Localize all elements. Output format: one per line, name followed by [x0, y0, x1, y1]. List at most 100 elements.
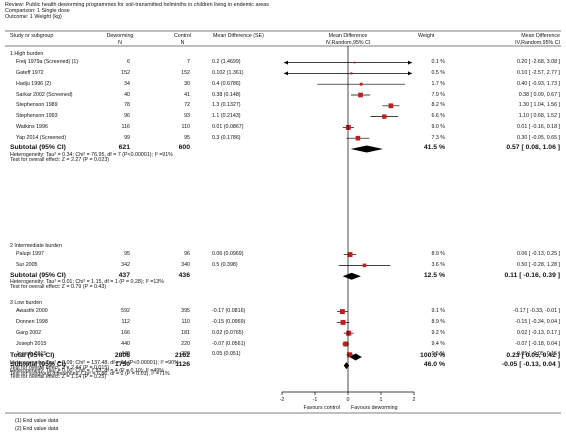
study-weight: 9.2 % — [431, 329, 445, 336]
md-se: 0.5 (0.398) — [212, 261, 238, 268]
study-weight: 3.6 % — [431, 261, 445, 268]
study-marker — [358, 92, 363, 98]
heterogeneity-text: Heterogeneity: Tau² = 0.01; Chi² = 1.15,… — [10, 278, 164, 285]
study-weight: 0.5 % — [431, 69, 445, 76]
study-marker — [355, 135, 361, 141]
study-marker — [347, 252, 353, 258]
total-label: Total (95% CI) — [10, 352, 55, 360]
deworming-n: 342 — [121, 261, 130, 268]
control-n: 340 — [181, 261, 190, 268]
x-tick-label: -1 — [313, 397, 318, 403]
ci-arrow-right — [408, 60, 412, 65]
deworming-n: 96 — [124, 113, 130, 120]
control-n: 93 — [184, 113, 190, 120]
deworming-n: 78 — [124, 102, 130, 109]
deworming-n: 99 — [124, 134, 130, 141]
study-weight: 7.9 % — [431, 91, 445, 98]
study-ci: 0.10 [ -2.57, 2.77 ] — [517, 69, 560, 76]
control-n: 96 — [184, 251, 190, 258]
study-marker — [340, 319, 346, 325]
deworming-n: 152 — [121, 69, 130, 76]
control-n: 220 — [181, 351, 190, 358]
total-ci: 0.23 [ 0.05, 0.42 ] — [506, 352, 560, 360]
subtotal-label: Subtotal (95% CI) — [10, 144, 66, 152]
study-name: Hadju 1996 (2) — [16, 80, 52, 87]
ci-arrow-right — [408, 71, 412, 76]
subgroup-differences-text: Test for subgroup differences: Chi² = 6.… — [10, 370, 170, 377]
study-name: Watkins 1996 — [16, 123, 48, 130]
deworming-n: 440 — [121, 340, 130, 347]
study-name: Joseph 2015 — [16, 351, 47, 358]
x-tick-label: 1 — [380, 397, 383, 403]
subtotal-label: Subtotal (95% CI) — [10, 271, 66, 279]
col-deworming-n: N — [118, 40, 122, 46]
overall-effect-text: Test for overall effect: Z = 1.14 (P = 0… — [10, 373, 107, 380]
md-se: -0.15 (0.0969) — [212, 318, 246, 325]
study-weight: 6.6 % — [431, 113, 445, 120]
footnote-2: (2) End value data — [15, 426, 59, 432]
study-ci: -0.07 [ -0.18, 0.04 ] — [515, 340, 560, 347]
study-name: Freij 1979a (Screened) (1) — [16, 59, 79, 66]
study-weight: 8.9 % — [431, 251, 445, 258]
study-marker — [350, 72, 353, 75]
study-marker — [346, 330, 352, 336]
total-heterogeneity-text: Heterogeneity: Tau² = 0.09; Chi² = 137.4… — [10, 359, 179, 366]
ci-arrow-left — [284, 71, 288, 76]
md-se: 1.1 (0.2143) — [212, 113, 241, 120]
md-se: -0.07 (0.0561) — [212, 340, 246, 347]
x-tick-label: 2 — [413, 397, 416, 403]
study-marker — [347, 352, 353, 358]
subtotal-diamond — [343, 362, 350, 370]
control-n: 72 — [184, 102, 190, 109]
study-weight: 8.2 % — [431, 102, 445, 109]
col-control-n: N — [180, 40, 185, 46]
control-n: 395 — [181, 308, 190, 315]
ci-arrow-left — [284, 60, 288, 65]
study-name: Sarkar 2002 (Screened) — [16, 91, 73, 98]
total-diamond — [349, 353, 362, 361]
total-control-n: 2162 — [174, 352, 190, 360]
col-study: Study or subgroup — [10, 33, 54, 39]
md-se: 0.02 (0.0765) — [212, 329, 244, 336]
study-name: Palupi 1997 — [16, 251, 44, 258]
subtotal-ci: -0.05 [ -0.13, 0.04 ] — [501, 361, 560, 368]
study-marker — [343, 341, 349, 347]
study-ci: -0.15 [ -0.34, 0.04 ] — [515, 318, 560, 325]
col-md-top: Mean Difference — [328, 33, 368, 39]
review-title: Review: Public health deworming programm… — [5, 2, 269, 8]
subtotal-deworming-n: 437 — [118, 271, 130, 279]
heterogeneity-text: Heterogeneity: Tau² = 0.00; Chi² = 7.83,… — [10, 368, 164, 375]
md-se: 0.38 (0.148) — [212, 91, 241, 98]
study-weight: 8.9 % — [431, 318, 445, 325]
study-ci: 0.38 [ 0.09, 0.67 ] — [518, 91, 560, 98]
col-weight: Weight — [418, 33, 435, 39]
deworming-n: 34 — [124, 80, 130, 87]
subtotal-control-n: 600 — [178, 144, 190, 152]
study-name: Joseph 2015 — [16, 340, 47, 347]
control-n: 110 — [181, 123, 190, 130]
md-se: 0.06 (0.0969) — [212, 251, 244, 258]
outcome-label: Outcome: 1 Weight (kg) — [5, 14, 62, 20]
study-name: Garg 2002 — [16, 329, 42, 336]
md-se: 0.05 (0.051) — [212, 351, 241, 358]
x-tick-label: -2 — [280, 397, 285, 403]
study-marker — [353, 61, 356, 64]
col-md-method: IV,Random,95% CI — [325, 40, 371, 46]
deworming-n: 40 — [124, 91, 130, 98]
study-ci: 1.30 [ 1.04, 1.56 ] — [518, 102, 560, 109]
md-se: -0.17 (0.0816) — [212, 308, 246, 315]
deworming-n: 112 — [121, 318, 130, 325]
deworming-n: 166 — [121, 329, 130, 336]
md-se: 0.2 (1.4699) — [212, 59, 241, 66]
subgroup-title: 1 High burden — [10, 51, 44, 57]
study-weight: 1.7 % — [431, 80, 445, 87]
subtotal-weight: 41.5 % — [423, 144, 445, 152]
study-name: Awasthi 2000 — [16, 308, 48, 315]
control-n: 7 — [187, 59, 190, 66]
study-ci: 0.06 [ -0.13, 0.25 ] — [517, 251, 560, 258]
md-se: 0.102 (1.361) — [212, 69, 244, 76]
study-name: Stephenson 1993 — [16, 113, 58, 120]
favours-control-label: Favours control — [303, 405, 340, 411]
x-tick-label: 0 — [347, 397, 350, 403]
